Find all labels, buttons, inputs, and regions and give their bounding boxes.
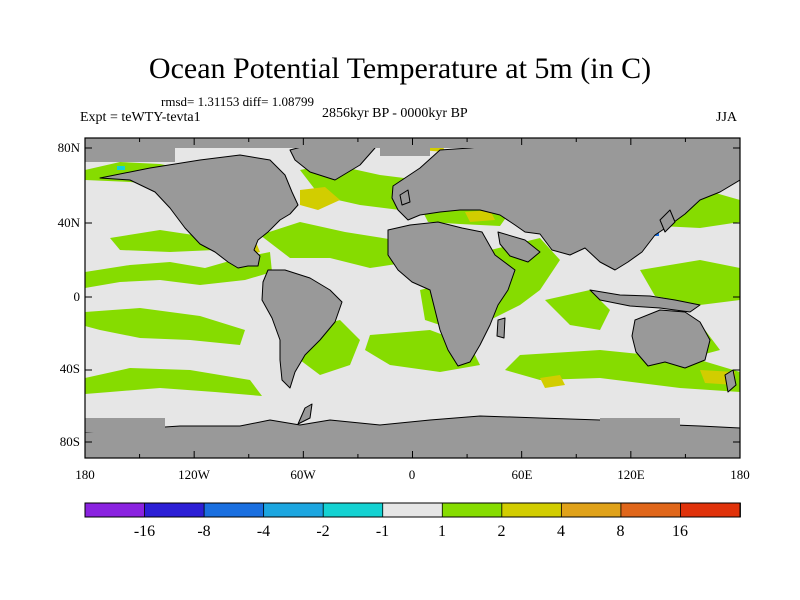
antarctic-peninsula [297, 403, 313, 425]
time-period-label: 2856kyr BP - 0000kyr BP [322, 106, 468, 121]
australia [631, 309, 711, 369]
colorbar-swatch [84, 502, 146, 518]
colorbar-label: -2 [316, 523, 329, 540]
colorbar-label: -16 [134, 523, 155, 540]
colorbar-frame [84, 502, 741, 518]
arabian-peninsula [497, 231, 541, 263]
colorbar-label: 2 [498, 523, 506, 540]
colorbar-swatch [501, 502, 563, 518]
season-label: JJA [716, 110, 738, 125]
colorbar-label: -4 [257, 523, 270, 540]
colorbar-label: 1 [438, 523, 446, 540]
japan [659, 209, 676, 233]
x-tick-180e: 180 [730, 467, 750, 482]
x-tick-0: 0 [409, 467, 416, 482]
colorbar-swatch [263, 502, 325, 518]
colorbar-label: -1 [376, 523, 389, 540]
x-tick-120e: 120E [617, 467, 645, 482]
experiment-label: Expt = teWTY-tevta1 [80, 110, 201, 125]
y-tick-0: 0 [74, 289, 81, 304]
axis-tick-marks [84, 138, 741, 458]
x-tick-60e: 60E [512, 467, 533, 482]
british-isles [399, 189, 411, 206]
colorbar-swatch [441, 502, 503, 518]
colorbar-swatch [560, 502, 622, 518]
colorbar-label: 8 [617, 523, 625, 540]
colorbar-swatch [382, 502, 444, 518]
madagascar [496, 317, 506, 339]
indonesia [589, 289, 701, 313]
y-tick-80s: 80S [60, 434, 80, 449]
colorbar-label: 16 [672, 523, 688, 540]
y-tick-40n: 40N [58, 215, 81, 230]
y-tick-80n: 80N [58, 140, 81, 155]
colorbar-swatch [322, 502, 384, 518]
y-tick-40s: 40S [60, 361, 80, 376]
land-masses [85, 139, 740, 458]
axis-tick-labels: 80N 40N 0 40S 80S 180 120W 60W 0 60E 120… [58, 140, 750, 482]
colorbar: -16 -8 -4 -2 -1 1 2 4 8 16 [84, 502, 741, 540]
colorbar-label: 4 [557, 523, 565, 540]
colorbar-swatch [203, 502, 265, 518]
colorbar-swatches [84, 502, 741, 518]
colorbar-swatch [680, 502, 741, 518]
south-america [261, 269, 343, 389]
africa [387, 221, 516, 367]
map-panel [85, 138, 740, 458]
rmsd-diff-stats: rmsd= 1.31153 diff= 1.08799 [161, 94, 314, 109]
colorbar-label: -8 [197, 523, 210, 540]
colorbar-labels: -16 -8 -4 -2 -1 1 2 4 8 16 [134, 523, 688, 540]
map-title: Ocean Potential Temperature at 5m (in C) [148, 52, 652, 85]
north-america [99, 154, 299, 269]
x-tick-120w: 120W [178, 467, 211, 482]
antarctica [85, 415, 740, 458]
new-zealand [724, 369, 737, 393]
x-tick-180w: 180 [75, 467, 95, 482]
colorbar-swatch [144, 502, 206, 518]
x-tick-60w: 60W [290, 467, 316, 482]
colorbar-swatch [620, 502, 682, 518]
